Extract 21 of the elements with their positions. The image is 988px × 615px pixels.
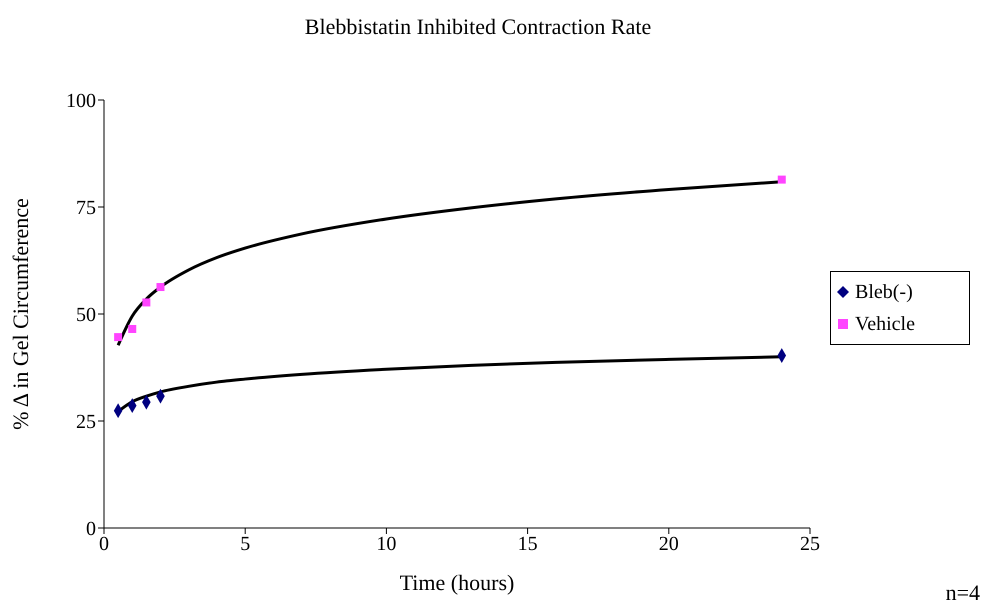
x-tick-label: 10 — [376, 533, 396, 556]
text: n=4 — [946, 580, 980, 606]
x-tick-label: 20 — [658, 533, 679, 556]
y-axis-title: % Δ in Gel Circumference — [8, 198, 33, 430]
y-tick-label: 75 — [76, 197, 96, 220]
point — [114, 333, 122, 342]
point — [156, 283, 164, 292]
x-tick-label: 5 — [240, 533, 250, 556]
legend-label: Vehicle — [855, 312, 915, 337]
y-tick-label: 0 — [86, 518, 96, 540]
x-tick-label: 25 — [800, 533, 820, 556]
y-tick-label: 100 — [66, 90, 96, 112]
point — [142, 298, 150, 306]
point — [128, 324, 136, 333]
point — [778, 176, 786, 184]
x-axis-title: Time (hours) — [400, 570, 514, 595]
chart-title: Blebbistatin Inhibited Contraction Rate — [304, 14, 652, 40]
y-tick-label: 25 — [76, 411, 96, 434]
legend-label: Bleb(-) — [855, 280, 913, 305]
y-tick-label: 50 — [76, 304, 96, 326]
x-tick-label: 15 — [518, 533, 538, 556]
